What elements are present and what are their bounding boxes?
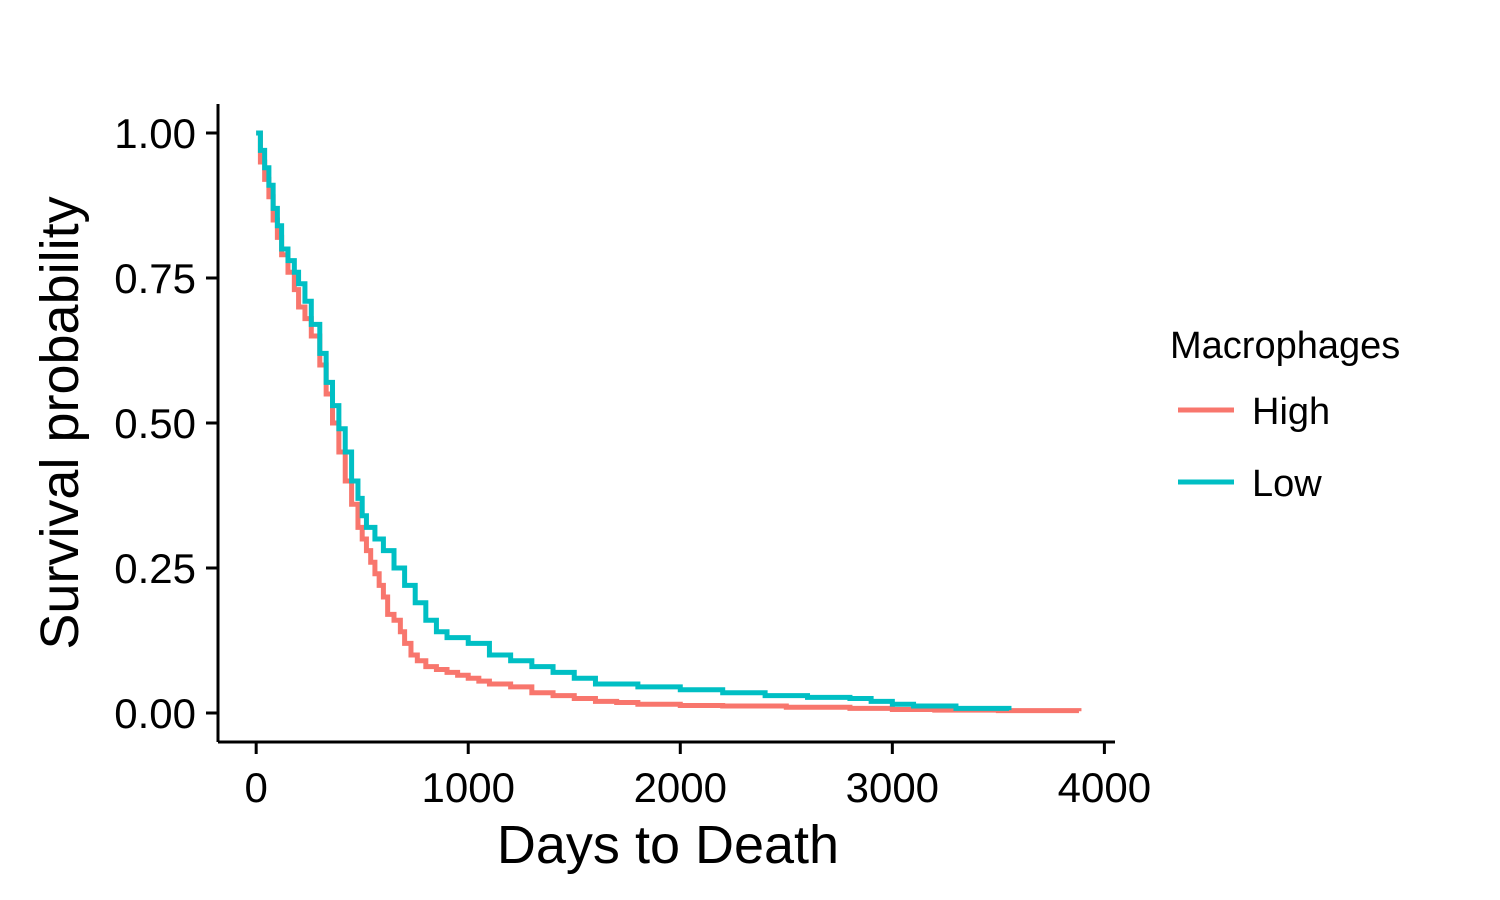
y-axis-ticks: 0.00 0.25 0.50 0.75 1.00 xyxy=(114,110,218,737)
series-layer xyxy=(256,130,1082,714)
x-tick-label: 0 xyxy=(244,764,267,811)
x-tick-label: 3000 xyxy=(846,764,939,811)
x-tick-label: 1000 xyxy=(422,764,515,811)
x-tick-label: 2000 xyxy=(634,764,727,811)
y-tick-label: 0.25 xyxy=(114,545,196,592)
series-line-high xyxy=(256,130,1082,714)
legend: Macrophages High Low xyxy=(1170,325,1400,505)
legend-items: High Low xyxy=(1178,391,1330,505)
axes-layer xyxy=(216,104,1115,744)
y-tick-label: 0.00 xyxy=(114,690,196,737)
y-tick-label: 1.00 xyxy=(114,110,196,157)
legend-label-low: Low xyxy=(1252,463,1322,505)
x-axis-ticks: 0 1000 2000 3000 4000 xyxy=(244,742,1151,811)
x-tick-label: 4000 xyxy=(1058,764,1151,811)
legend-title: Macrophages xyxy=(1170,325,1400,367)
y-tick-label: 0.50 xyxy=(114,400,196,447)
series-line-low xyxy=(256,130,1012,711)
x-axis-title: Days to Death xyxy=(497,815,839,875)
y-axis-title: Survival probability xyxy=(30,196,90,649)
y-tick-label: 0.75 xyxy=(114,255,196,302)
legend-label-high: High xyxy=(1252,391,1330,433)
